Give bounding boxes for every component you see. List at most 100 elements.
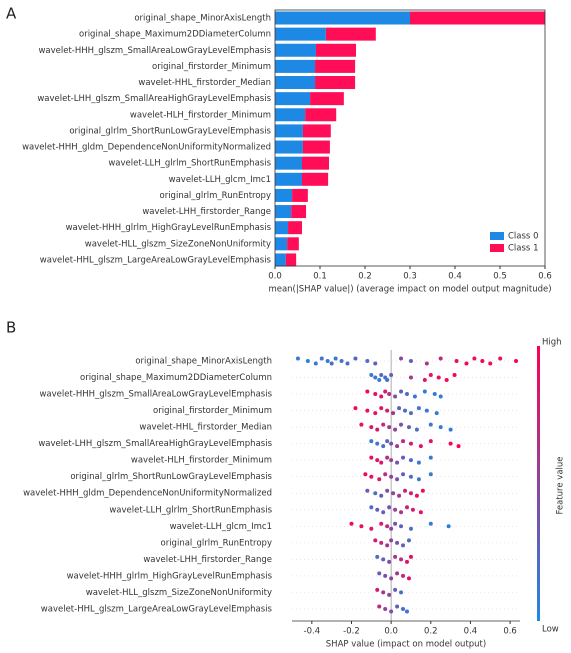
shap-point <box>387 559 392 564</box>
x-tick-label: 0.5 <box>493 272 507 282</box>
bar <box>275 27 326 41</box>
bar <box>275 140 303 154</box>
bar <box>275 172 302 186</box>
shap-point <box>401 472 406 477</box>
bar <box>275 43 316 57</box>
shap-point <box>397 406 402 411</box>
bar <box>302 172 329 186</box>
shap-point <box>377 477 382 482</box>
x-tick-label: 0.6 <box>503 627 517 637</box>
shap-point <box>373 538 378 543</box>
shap-point <box>448 427 453 432</box>
legend-swatch <box>490 232 504 240</box>
y-tick-label: wavelet-HHL_glszm_LargeAreaLowGrayLevelE… <box>40 255 272 265</box>
x-axis-label: mean(|SHAP value|) (average impact on mo… <box>268 285 551 295</box>
shap-point <box>422 378 427 383</box>
shap-point <box>414 427 419 432</box>
shap-point <box>377 378 382 383</box>
x-tick-label: -0.2 <box>343 627 360 637</box>
shap-point <box>444 378 449 383</box>
shap-point <box>385 488 390 493</box>
bar <box>275 237 288 251</box>
bar <box>275 11 410 25</box>
shap-point <box>408 526 413 531</box>
y-tick-label: wavelet-LHH_glszm_SmallAreaHighGrayLevel… <box>37 94 271 104</box>
bar <box>288 221 302 235</box>
x-tick-label: 0.2 <box>424 627 438 637</box>
y-tick-label: wavelet-HHH_glszm_SmallAreaLowGrayLevelE… <box>39 390 272 400</box>
shap-point <box>401 439 406 444</box>
bar <box>315 43 356 57</box>
shap-point <box>403 488 408 493</box>
shap-point <box>385 455 390 460</box>
shap-point <box>420 488 425 493</box>
shap-point <box>379 521 384 526</box>
shap-point <box>345 361 350 366</box>
y-tick-label: wavelet-LHH_glszm_SmallAreaHighGrayLevel… <box>38 439 272 449</box>
shap-point <box>383 472 388 477</box>
shap-point <box>369 373 374 378</box>
shap-point <box>325 359 330 363</box>
shap-point <box>389 576 394 581</box>
shap-point <box>428 373 433 378</box>
shap-point <box>369 474 374 479</box>
shap-point <box>498 356 503 361</box>
shap-point <box>424 408 429 413</box>
shap-point <box>365 389 370 394</box>
colorbar-label: Feature value <box>556 456 566 514</box>
bar <box>315 59 356 73</box>
shap-point <box>365 408 370 413</box>
shap-point <box>379 493 384 498</box>
x-tick-label: 0.0 <box>268 272 282 282</box>
y-tick-label: original_firstorder_Minimum <box>153 406 272 416</box>
shap-point <box>359 524 364 529</box>
shap-point <box>408 411 413 416</box>
colorbar-high: High <box>542 338 562 348</box>
shap-point <box>403 408 408 413</box>
y-tick-label: wavelet-HHH_glrlm_HighGrayLevelRunEmphas… <box>66 223 272 233</box>
shap-point <box>381 422 386 427</box>
shap-point <box>365 359 370 363</box>
shap-point <box>375 458 380 463</box>
bar <box>315 76 356 90</box>
shap-point <box>389 458 394 463</box>
shap-point <box>428 439 433 444</box>
bar <box>275 124 303 138</box>
shap-point <box>389 373 394 378</box>
shap-point <box>424 361 429 366</box>
shap-point <box>319 356 324 361</box>
shap-point <box>399 422 404 427</box>
shap-point <box>375 427 380 432</box>
shap-point <box>408 458 413 463</box>
shap-point <box>416 460 421 465</box>
shap-point <box>373 375 378 380</box>
shap-point <box>369 439 374 444</box>
shap-point <box>399 356 404 361</box>
shap-point <box>428 422 433 427</box>
bar <box>325 27 376 41</box>
shap-point <box>393 554 398 559</box>
shap-point <box>379 406 384 411</box>
shap-point <box>385 378 390 383</box>
shap-point <box>313 361 318 366</box>
shap-point <box>383 606 388 611</box>
shap-point <box>399 557 404 562</box>
shap-point <box>387 392 392 397</box>
shap-point <box>418 510 423 515</box>
x-tick-label: 0.2 <box>358 272 372 282</box>
shap-point <box>434 411 439 416</box>
shap-point <box>383 573 388 578</box>
shap-point <box>408 441 413 446</box>
shap-point <box>349 521 354 526</box>
shap-point <box>514 359 519 363</box>
x-axis-label: SHAP value (impact on model output) <box>326 640 486 650</box>
shap-point <box>389 538 394 543</box>
legend-label: Class 0 <box>508 232 538 242</box>
y-tick-label: original_glrlm_RunEntropy <box>160 191 272 201</box>
shap-point <box>387 505 392 510</box>
shap-point <box>410 507 415 512</box>
shap-point <box>428 455 433 460</box>
shap-point <box>381 557 386 562</box>
bar <box>275 59 316 73</box>
